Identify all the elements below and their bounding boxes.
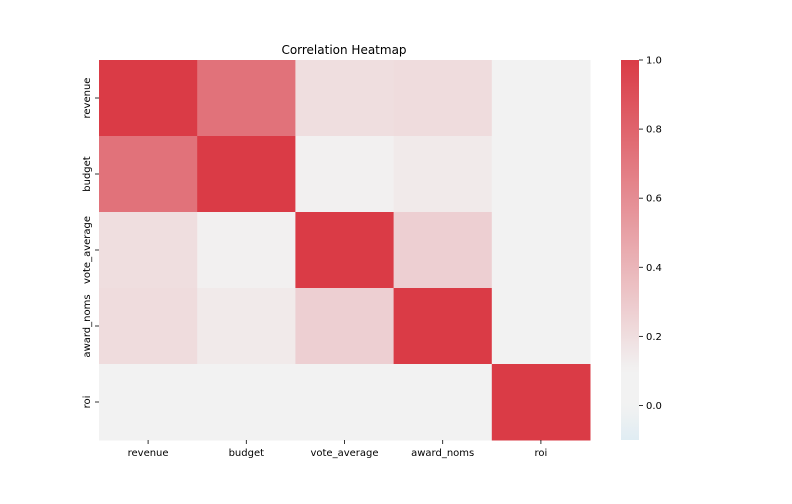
heatmap-cell-budget-budget [197, 136, 296, 213]
heatmap-cell-revenue-award_noms [393, 60, 493, 137]
heatmap-cell-award_noms-revenue [99, 288, 198, 365]
heatmap-cell-revenue-revenue [99, 60, 198, 137]
y-tick-label: roi [82, 396, 93, 409]
heatmap-cell-budget-roi [491, 136, 591, 213]
heatmap-cell-vote_average-budget [197, 212, 296, 289]
heatmap-cell-vote_average-vote_average [295, 212, 395, 289]
colorbar-tick-label: 0.2 [646, 332, 662, 343]
heatmap-cell-roi-roi [491, 364, 591, 441]
colorbar-tick-label: 0.0 [646, 401, 662, 412]
heatmap-cell-vote_average-roi [491, 212, 591, 289]
y-tick-label: revenue [82, 78, 93, 119]
x-tick-label: revenue [128, 448, 169, 459]
heatmap-cell-award_noms-award_noms [393, 288, 493, 365]
heatmap-cell-budget-award_noms [393, 136, 493, 213]
heatmap-cell-award_noms-roi [491, 288, 591, 365]
y-tick-label: vote_average [82, 216, 93, 284]
x-tick-label: award_noms [411, 448, 474, 459]
heatmap-cell-roi-budget [197, 364, 296, 441]
heatmap-cell-award_noms-budget [197, 288, 296, 365]
colorbar-ticks: 1.0 0.8 0.6 0.4 0.2 0.0 [639, 56, 662, 412]
x-tick-label: roi [535, 448, 548, 459]
heatmap-cell-roi-award_noms [393, 364, 493, 441]
x-tick-label: vote_average [310, 448, 378, 459]
x-tick-label: budget [229, 448, 265, 459]
heatmap-cells [99, 60, 591, 441]
heatmap-cell-revenue-vote_average [295, 60, 395, 137]
colorbar [621, 60, 639, 440]
heatmap-cell-roi-vote_average [295, 364, 395, 441]
chart-title: Correlation Heatmap [281, 43, 406, 57]
colorbar-tick-label: 0.4 [646, 263, 662, 274]
heatmap-cell-budget-vote_average [295, 136, 395, 213]
heatmap-cell-award_noms-vote_average [295, 288, 395, 365]
heatmap-cell-revenue-budget [197, 60, 296, 137]
colorbar-tick-label: 0.8 [646, 125, 662, 136]
colorbar-tick-label: 1.0 [646, 56, 662, 67]
heatmap-cell-vote_average-revenue [99, 212, 198, 289]
heatmap-cell-roi-revenue [99, 364, 198, 441]
y-tick-label: award_noms [82, 294, 93, 357]
heatmap-cell-vote_average-award_noms [393, 212, 493, 289]
x-axis-ticks: revenue budget vote_average award_noms roi [128, 440, 548, 459]
colorbar-tick-label: 0.6 [646, 194, 662, 205]
heatmap-cell-revenue-roi [491, 60, 591, 137]
heatmap-cell-budget-revenue [99, 136, 198, 213]
y-tick-label: budget [82, 156, 93, 192]
